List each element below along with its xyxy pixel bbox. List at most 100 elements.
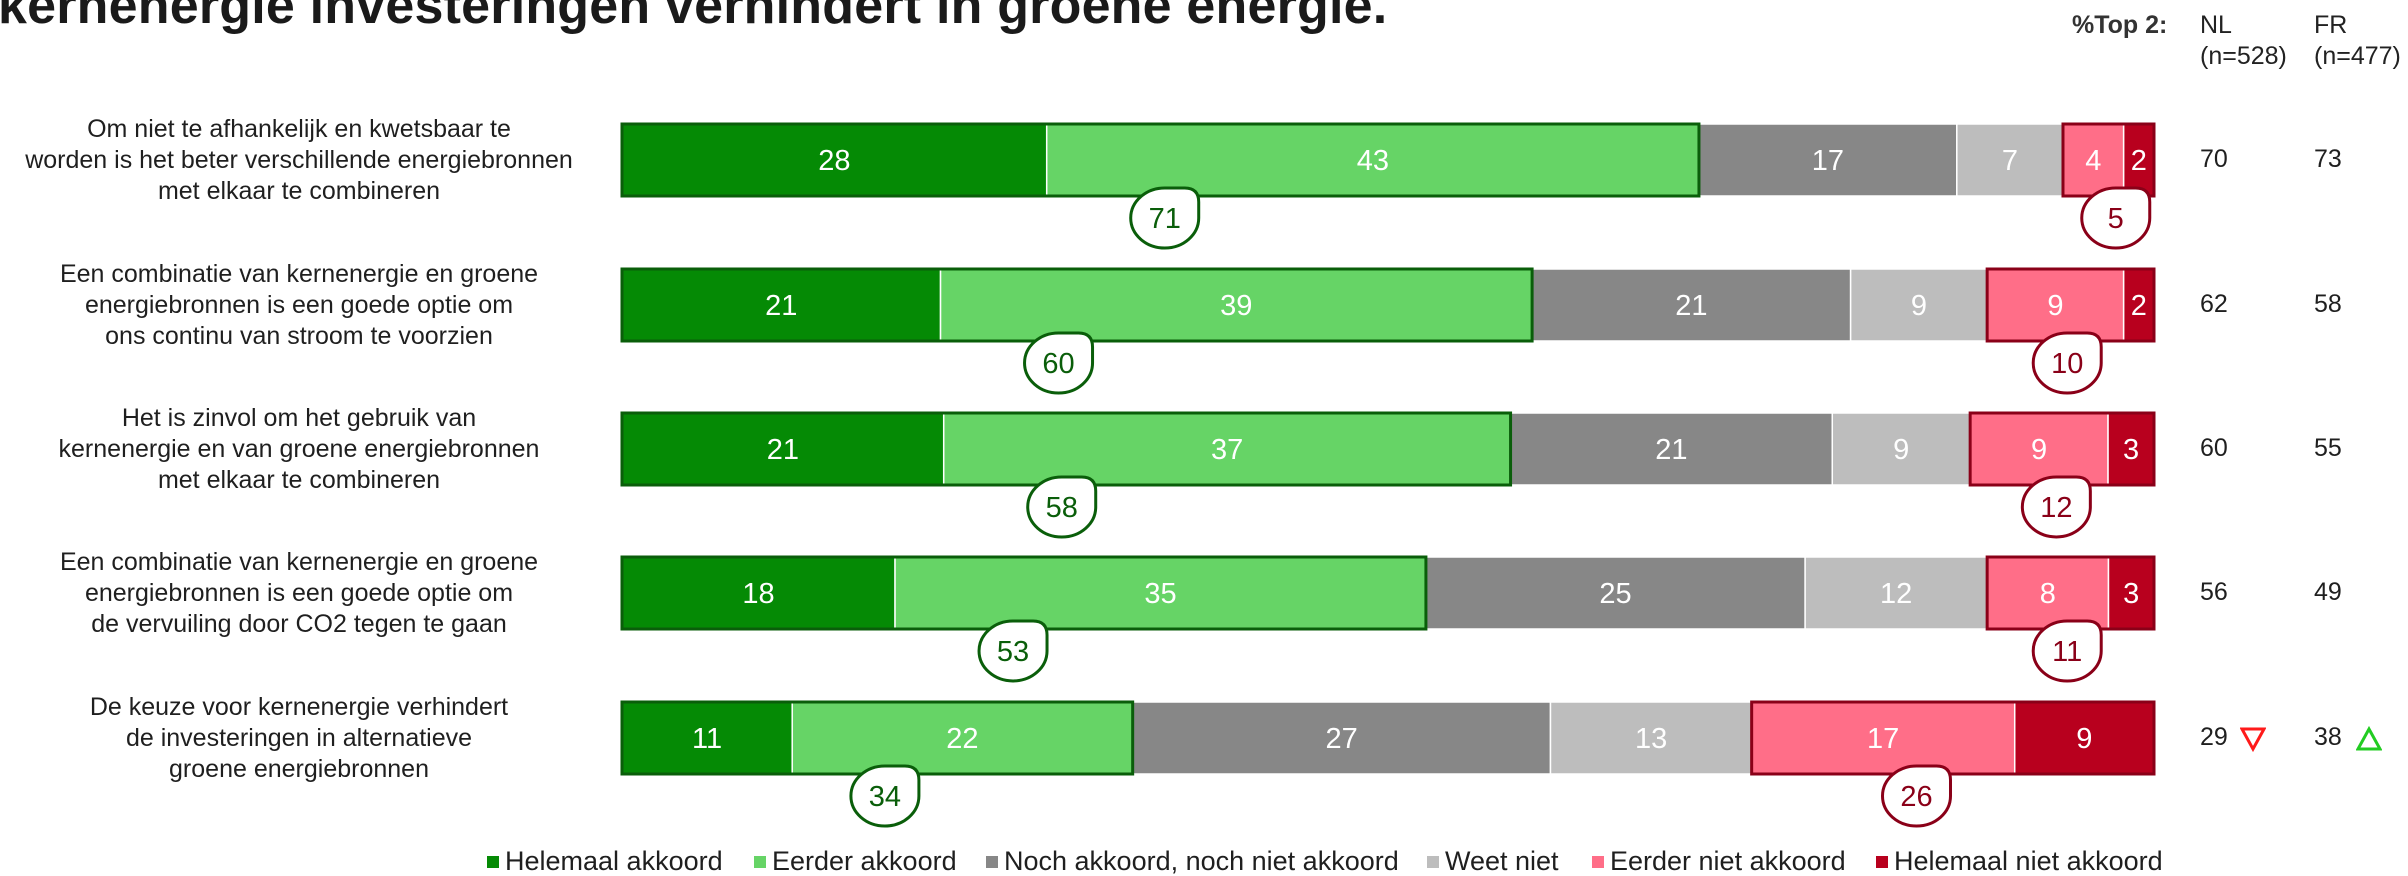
top2-callout: 34 xyxy=(849,764,921,828)
bar-segment xyxy=(1509,412,1834,486)
callout-shape xyxy=(1129,186,1201,250)
bar-segment xyxy=(621,412,945,486)
bar-segment xyxy=(2062,123,2125,197)
bar-value-label: 21 xyxy=(765,290,797,322)
legend-label: Helemaal akkoord xyxy=(505,846,723,876)
row-label-5: De keuze voor kernenergie verhindert de … xyxy=(0,692,598,785)
callout-value: 60 xyxy=(1042,348,1074,380)
bar-value-label: 35 xyxy=(1144,578,1176,610)
row-label-2: Een combinatie van kernenergie en groene… xyxy=(0,259,598,352)
col-fr-n: (n=477) xyxy=(2314,42,2401,70)
callout-value: 58 xyxy=(1046,492,1078,524)
legend-swatch xyxy=(1427,856,1439,868)
legend-item: Weet niet xyxy=(1427,846,1559,876)
bar-segment xyxy=(2122,123,2155,197)
legend-item: Helemaal niet akkoord xyxy=(1876,846,2163,876)
bar-segment xyxy=(791,701,1134,775)
bar-value-label: 9 xyxy=(2031,434,2047,466)
bottom2-callout: 12 xyxy=(2020,475,2092,539)
row-label-line: kernenergie en van groene energiebronnen xyxy=(58,435,540,463)
callout-shape xyxy=(1026,475,1098,539)
bar-value-label: 21 xyxy=(1675,290,1707,322)
callout-value: 10 xyxy=(2051,348,2083,380)
bar-value-label: 43 xyxy=(1357,145,1389,177)
bar-segment xyxy=(939,268,1533,342)
callout-value: 53 xyxy=(997,636,1029,668)
row-label-line: energiebronnen is een goede optie om xyxy=(84,579,514,607)
row-label-line: Om niet te afhankelijk en kwetsbaar te xyxy=(87,115,511,143)
row-label-line: De keuze voor kernenergie verhindert xyxy=(89,693,509,721)
callout-shape xyxy=(849,764,921,828)
callout-shape xyxy=(2020,475,2092,539)
fr-value: 55 xyxy=(2314,434,2342,462)
legend-label: Weet niet xyxy=(1445,846,1559,876)
legend-label: Helemaal niet akkoord xyxy=(1894,846,2163,876)
bottom2-callout: 26 xyxy=(1880,764,1952,828)
bar-segment xyxy=(1956,123,2064,197)
legend-label: Noch akkoord, noch niet akkoord xyxy=(1004,846,1399,876)
nl-value: 62 xyxy=(2200,290,2228,318)
row-label-4: Een combinatie van kernenergie en groene… xyxy=(0,547,598,640)
bar-value-label: 39 xyxy=(1220,290,1252,322)
bar-value-label: 17 xyxy=(1867,723,1899,755)
bar-segment xyxy=(1698,123,1958,197)
callout-shape xyxy=(2080,186,2152,250)
bar-value-label: 28 xyxy=(818,145,850,177)
bar-value-label: 37 xyxy=(1211,434,1243,466)
bar-value-label: 25 xyxy=(1599,578,1631,610)
callout-value: 71 xyxy=(1149,203,1181,235)
row-label-line: met elkaar te combineren xyxy=(157,177,441,205)
chart-title: kernenergie investeringen verhindert in … xyxy=(0,0,1388,35)
bar-value-label: 11 xyxy=(692,723,722,755)
legend-label: Eerder niet akkoord xyxy=(1610,846,1846,876)
fr-value: 49 xyxy=(2314,578,2342,606)
bar-segment xyxy=(1425,556,1806,630)
callout-value: 5 xyxy=(2108,203,2124,235)
top2-callout: 53 xyxy=(977,619,1049,683)
bar-value-label: 4 xyxy=(2085,145,2101,177)
row-label-line: ons continu van stroom te voorzien xyxy=(105,322,493,350)
bar-value-label: 9 xyxy=(1911,290,1927,322)
row-label-1: Om niet te afhankelijk en kwetsbaar te w… xyxy=(0,114,598,207)
bar-segment xyxy=(1986,556,2110,630)
legend-swatch xyxy=(487,856,499,868)
legend-swatch xyxy=(1592,856,1604,868)
row-label-line: Een combinatie van kernenergie en groene xyxy=(59,548,539,576)
callout-shape xyxy=(2031,331,2103,395)
row-label-3: Het is zinvol om het gebruik van kernene… xyxy=(0,403,598,496)
callout-value: 26 xyxy=(1900,781,1932,813)
nl-value: 56 xyxy=(2200,578,2228,606)
bar-value-label: 9 xyxy=(2047,290,2063,322)
bar-segment xyxy=(621,556,896,630)
callout-shape xyxy=(1880,764,1952,828)
row-label-line: de investeringen in alternatieve xyxy=(125,724,473,752)
legend-swatch xyxy=(754,856,766,868)
col-fr-header: FR (n=477) xyxy=(2314,10,2401,72)
fr-value: 73 xyxy=(2314,145,2342,173)
legend-swatch xyxy=(1876,856,1888,868)
callout-value: 34 xyxy=(869,781,901,813)
bar-value-label: 3 xyxy=(2123,434,2139,466)
bar-segment xyxy=(2107,556,2155,630)
bar-segment xyxy=(1849,268,1988,342)
bar-value-label: 3 xyxy=(2123,578,2139,610)
callout-shape xyxy=(2031,619,2103,683)
col-nl-header: NL (n=528) xyxy=(2200,10,2287,72)
row-label-line: energiebronnen is een goede optie om xyxy=(84,291,514,319)
bar-value-label: 9 xyxy=(1893,434,1909,466)
bottom2-callout: 11 xyxy=(2031,619,2103,683)
up-triangle-icon xyxy=(2356,726,2382,751)
fr-value: 38 xyxy=(2314,723,2342,751)
top2-callout: 58 xyxy=(1026,475,1098,539)
legend-item: Helemaal akkoord xyxy=(487,846,723,876)
col-fr-title: FR xyxy=(2314,11,2348,39)
legend-item: Eerder niet akkoord xyxy=(1592,846,1846,876)
bar-value-label: 12 xyxy=(1880,578,1912,610)
col-nl-title: NL xyxy=(2200,11,2232,39)
callout-value: 12 xyxy=(2040,492,2072,524)
row-label-line: groene energiebronnen xyxy=(169,755,429,783)
bar-value-label: 18 xyxy=(742,578,774,610)
bar-value-label: 27 xyxy=(1325,723,1357,755)
fr-value: 58 xyxy=(2314,290,2342,318)
